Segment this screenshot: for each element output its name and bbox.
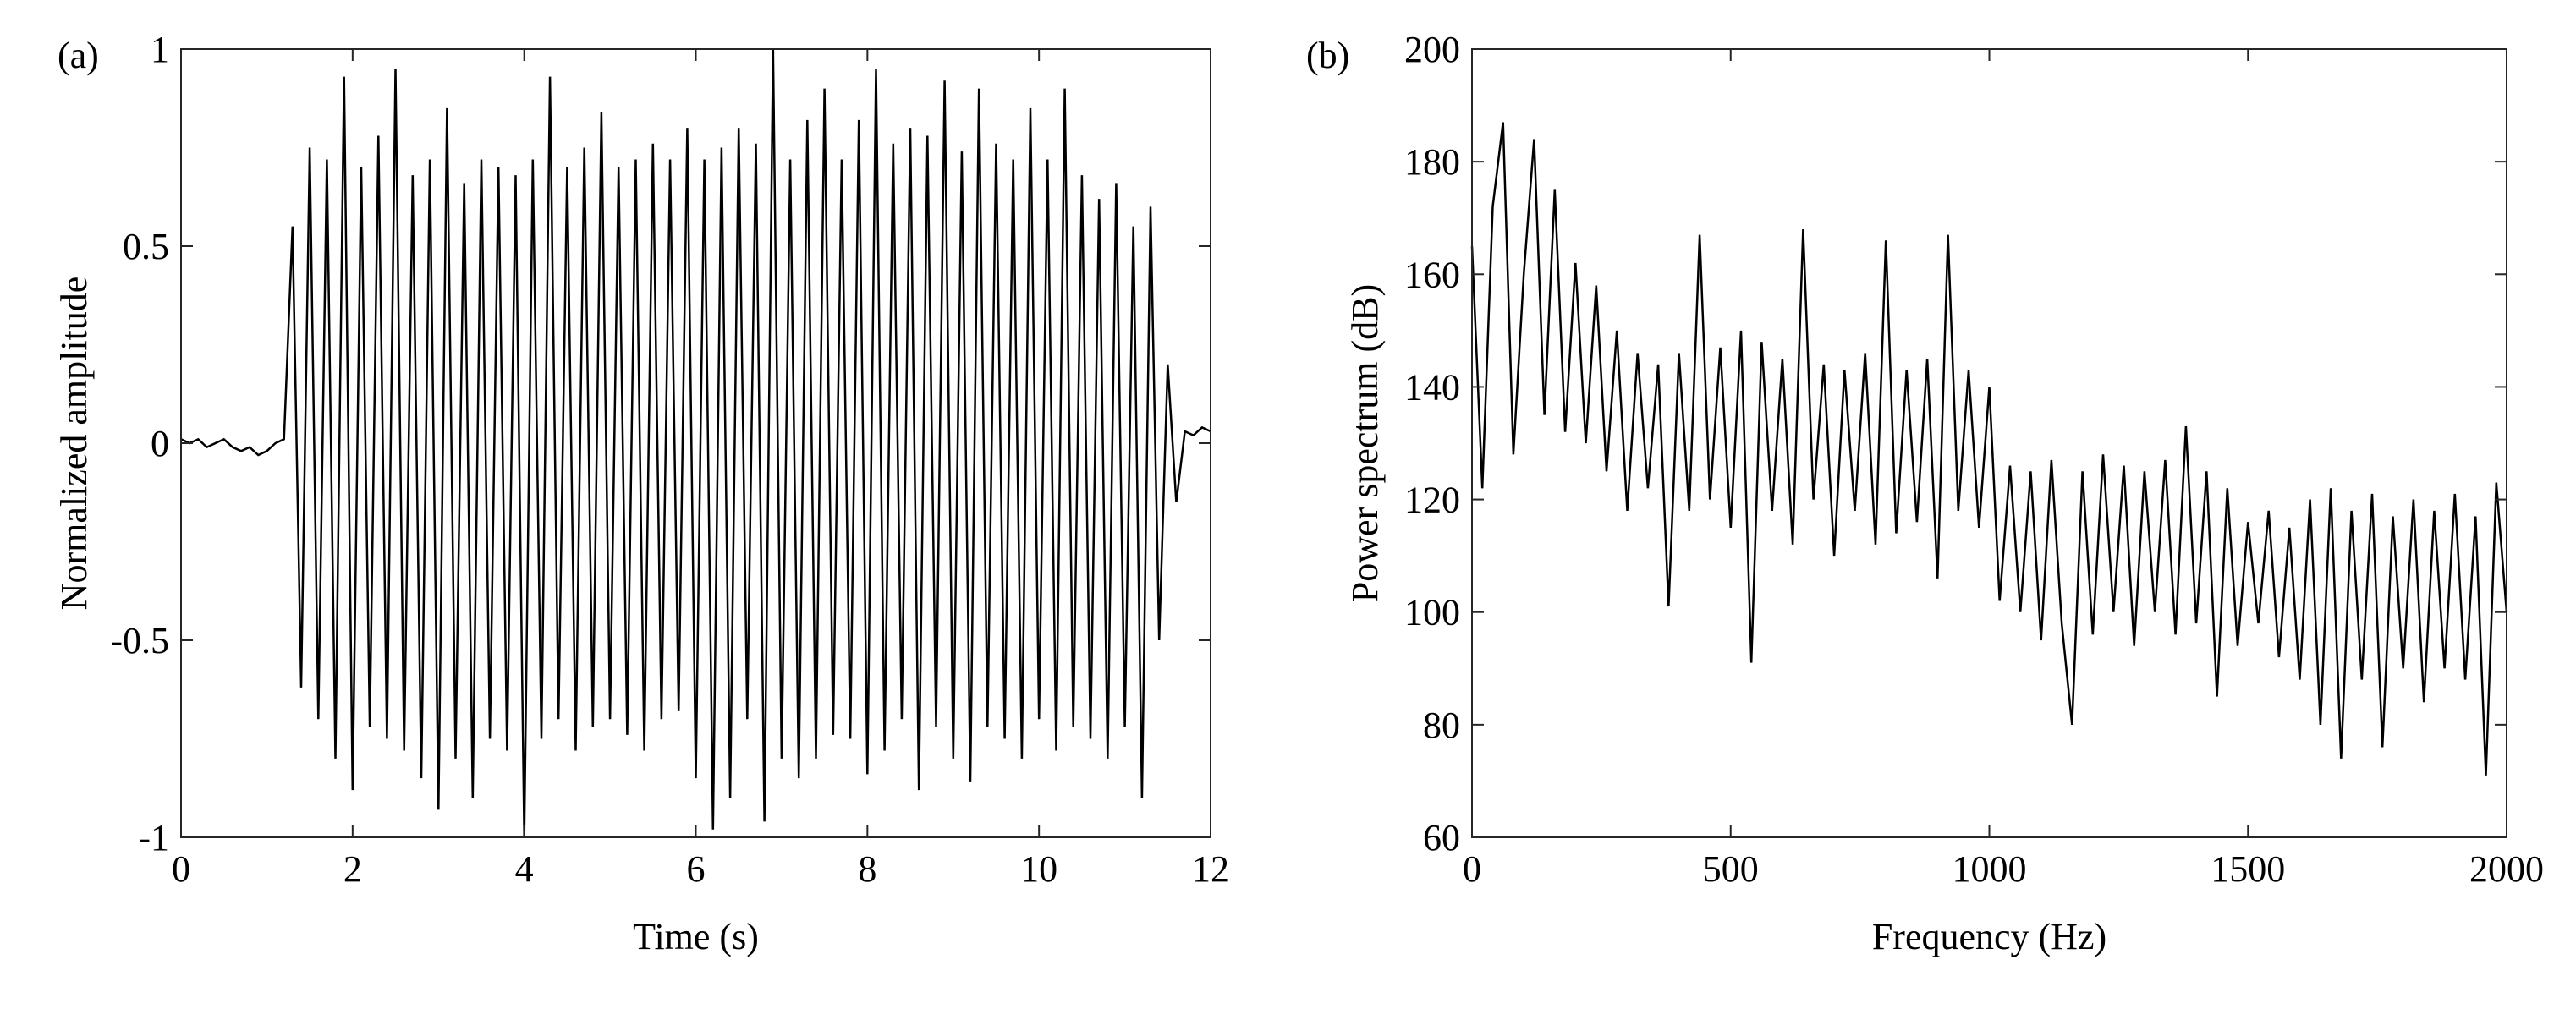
axes-box — [1471, 48, 2507, 838]
y-tick-label: 100 — [1404, 592, 1460, 633]
x-tick-label: 0 — [172, 848, 190, 890]
y-tick-label: 0.5 — [123, 226, 169, 267]
signal-line — [1470, 122, 2508, 776]
y-tick-label: 0 — [151, 423, 169, 464]
x-axis-label: Time (s) — [633, 916, 759, 957]
signal-line — [180, 48, 1211, 838]
y-tick-label: 120 — [1404, 480, 1460, 521]
y-tick-label: -1 — [138, 817, 169, 858]
y-tick-label: 80 — [1423, 705, 1460, 746]
x-tick-label: 1000 — [1953, 848, 2027, 890]
y-tick-label: 160 — [1404, 254, 1460, 295]
x-tick-label: 0 — [1463, 848, 1481, 890]
x-tick-label: 2000 — [2469, 848, 2544, 890]
y-tick-label: 1 — [151, 29, 169, 70]
y-tick-label: 180 — [1404, 141, 1460, 183]
x-tick-label: 8 — [858, 848, 876, 890]
x-tick-label: 12 — [1192, 848, 1229, 890]
x-tick-label: 500 — [1703, 848, 1759, 890]
x-tick-label: 1500 — [2211, 848, 2285, 890]
x-tick-label: 2 — [343, 848, 362, 890]
x-tick-label: 6 — [687, 848, 706, 890]
y-tick-label: 60 — [1423, 817, 1460, 858]
panel-label: (a) — [58, 35, 99, 76]
panel-label: (b) — [1306, 35, 1349, 76]
x-tick-label: 4 — [515, 848, 534, 890]
y-axis-label: Power spectrum (dB) — [1344, 284, 1386, 602]
y-tick-label: 140 — [1404, 366, 1460, 408]
y-tick-label: 200 — [1404, 29, 1460, 70]
y-axis-label: Normalized amplitude — [53, 277, 95, 611]
y-tick-label: -0.5 — [110, 620, 169, 661]
x-axis-label: Frequency (Hz) — [1872, 916, 2106, 957]
x-tick-label: 10 — [1020, 848, 1057, 890]
